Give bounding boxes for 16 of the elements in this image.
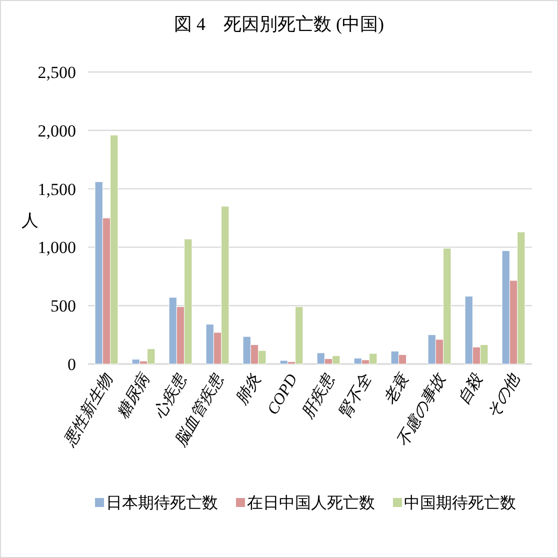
x-tick-label: 自殺 (454, 369, 487, 408)
y-tick-label: 1,500 (38, 180, 76, 199)
x-tick-label: 肝疾患 (298, 370, 338, 422)
legend-label: 日本期待死亡数 (106, 493, 218, 512)
chart-title: 図 4 死因別死亡数 (中国) (174, 14, 384, 34)
y-tick-label: 1,000 (38, 238, 76, 258)
legend-label: 在日中国人死亡数 (247, 493, 375, 512)
y-axis-title: 人 (22, 211, 38, 230)
y-tick-label: 2,000 (38, 121, 76, 140)
x-tick-label: 腎不全 (336, 370, 376, 422)
y-tick-label: 2,500 (38, 63, 76, 82)
x-tick-label: その他 (484, 370, 524, 422)
x-tick-label: 老衰 (380, 369, 413, 408)
legend-label: 中国期待死亡数 (404, 493, 516, 512)
x-tick-label: 肺炎 (233, 372, 264, 408)
y-tick-label: 500 (50, 296, 76, 316)
